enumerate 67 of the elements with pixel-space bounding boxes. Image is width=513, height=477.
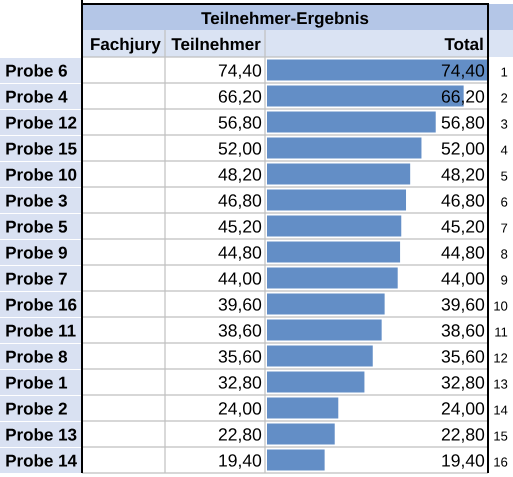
- text: 22,80: [442, 428, 484, 443]
- text: 14: [494, 406, 508, 415]
- y-tick-label: Probe 5: [6, 220, 68, 233]
- y-tick-label: Probe 7: [6, 272, 67, 285]
- text: Teilnehmer: [172, 38, 261, 50]
- data-label: 19,40: [219, 454, 262, 469]
- text: 19,40: [442, 454, 484, 469]
- x-axis-title: Total: [444, 38, 483, 50]
- data-label: 56,80: [218, 116, 262, 131]
- y-tick-label: Probe 8: [6, 350, 68, 363]
- text: 5: [501, 172, 508, 181]
- data-label: 45,20: [218, 220, 262, 235]
- y-tick-label: Probe 14: [6, 454, 77, 467]
- data-label: 66,20: [218, 90, 262, 105]
- text: 7: [501, 224, 508, 233]
- text: 56,80: [442, 116, 484, 131]
- text: 4: [500, 146, 508, 155]
- data-label: 24,00: [218, 402, 262, 417]
- data-label: 35,60: [218, 350, 262, 365]
- data-label: 39,60: [218, 298, 262, 313]
- text: 3: [501, 119, 508, 129]
- text: 32,80: [442, 376, 484, 391]
- y-tick-label: Probe 3: [6, 194, 67, 207]
- y-tick-label: Probe 2: [6, 402, 67, 415]
- text: 46,80: [441, 194, 484, 209]
- text: 39,60: [442, 298, 484, 313]
- y-tick-label: Probe 6: [6, 64, 67, 77]
- text: 74,40: [442, 64, 484, 79]
- y-tick-label: Probe 4: [6, 90, 68, 103]
- text: 11: [495, 328, 508, 337]
- y-tick-label: Probe 11: [6, 324, 76, 337]
- text: 10: [494, 301, 508, 311]
- text: 15: [494, 432, 508, 441]
- text: 35,60: [442, 350, 484, 365]
- text: 8: [501, 249, 508, 259]
- data-label: 74,40: [218, 64, 262, 79]
- y-tick-label: Probe 15: [6, 142, 77, 155]
- text: 2: [501, 93, 508, 103]
- y-tick-label: Probe 16: [6, 298, 76, 311]
- text: 12: [494, 353, 508, 363]
- text: 48,20: [441, 168, 484, 183]
- text: 1: [502, 68, 508, 76]
- text: 38,60: [442, 324, 484, 339]
- y-tick-label: Probe 12: [6, 116, 76, 129]
- text: 9: [501, 275, 508, 285]
- text: 24,00: [442, 402, 484, 417]
- text: 45,20: [441, 220, 484, 235]
- text: 44,80: [441, 246, 484, 261]
- y-tick-label: Probe 13: [6, 428, 76, 441]
- data-label: 46,80: [218, 194, 262, 209]
- chart-title: Teilnehmer-Ergebnis: [201, 12, 368, 28]
- data-label: 48,20: [218, 168, 262, 183]
- data-label: 32,80: [218, 376, 262, 391]
- data-label: 52,00: [218, 142, 262, 157]
- data-label: 22,80: [218, 428, 262, 443]
- text: 44,00: [441, 272, 484, 287]
- text: 52,00: [442, 142, 484, 157]
- text: 16: [494, 457, 508, 467]
- text: 6: [501, 197, 508, 207]
- data-label: 38,60: [218, 324, 262, 339]
- data-label: 44,00: [218, 272, 262, 287]
- data-label: 44,80: [218, 246, 262, 261]
- y-tick-label: Probe 9: [6, 246, 67, 259]
- text: Fachjury: [91, 38, 161, 54]
- y-tick-label: Probe 10: [6, 168, 76, 181]
- y-tick-label: Probe 1: [6, 376, 68, 389]
- text: 13: [494, 379, 508, 389]
